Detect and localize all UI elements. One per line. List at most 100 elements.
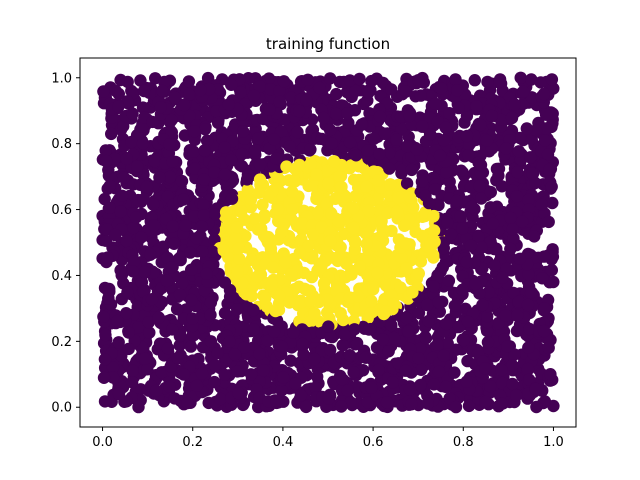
scatter-point-outside xyxy=(275,384,288,397)
scatter-point-outside xyxy=(135,120,149,133)
scatter-point-outside xyxy=(121,95,134,108)
scatter-point-outside xyxy=(546,250,560,263)
scatter-point-outside xyxy=(225,192,239,205)
scatter-point-outside xyxy=(506,359,519,372)
x-axis: 0.0 0.2 0.4 0.6 0.8 1.0 xyxy=(92,427,564,450)
scatter-point-inside xyxy=(275,226,288,239)
scatter-point-inside xyxy=(324,234,337,247)
scatter-point-outside xyxy=(136,137,150,150)
scatter-point-outside xyxy=(499,142,513,155)
scatter-point-outside xyxy=(481,75,494,89)
scatter-point-inside xyxy=(400,262,413,275)
scatter-point-outside xyxy=(413,342,427,355)
scatter-point-outside xyxy=(415,363,428,376)
scatter-point-outside xyxy=(129,211,143,224)
scatter-point-outside xyxy=(252,132,265,145)
scatter-point-inside xyxy=(266,261,280,274)
scatter-point-outside xyxy=(424,128,437,141)
scatter-point-outside xyxy=(132,400,145,414)
x-tick-label: 0.8 xyxy=(453,435,474,450)
scatter-point-outside xyxy=(188,162,202,175)
scatter-point-outside xyxy=(513,252,527,265)
scatter-point-outside xyxy=(283,140,296,153)
scatter-point-outside xyxy=(187,328,201,342)
scatter-point-outside xyxy=(135,276,149,289)
scatter-point-outside xyxy=(120,152,133,165)
scatter-point-outside xyxy=(125,376,139,389)
scatter-point-outside xyxy=(362,323,376,336)
scatter-point-outside xyxy=(147,266,160,279)
scatter-point-outside xyxy=(415,120,429,133)
scatter-point-outside xyxy=(464,239,478,252)
scatter-point-outside xyxy=(204,308,217,322)
scatter-point-inside xyxy=(296,217,309,230)
scatter-point-inside xyxy=(325,207,338,220)
scatter-point-outside xyxy=(470,100,483,113)
scatter-point-outside xyxy=(348,323,361,336)
scatter-point-outside xyxy=(538,134,552,147)
scatter-point-inside xyxy=(394,251,408,264)
scatter-point-outside xyxy=(132,321,145,334)
scatter-point-outside xyxy=(545,180,558,193)
scatter-point-outside xyxy=(211,116,225,130)
scatter-point-outside xyxy=(468,74,481,87)
scatter-point-inside xyxy=(335,180,348,194)
scatter-point-outside xyxy=(211,347,224,360)
scatter-point-outside xyxy=(472,230,485,244)
scatter-point-outside xyxy=(297,348,310,361)
scatter-point-outside xyxy=(225,78,238,92)
scatter-point-inside xyxy=(238,213,251,226)
scatter-point-outside xyxy=(134,74,147,87)
scatter-point-outside xyxy=(111,314,124,328)
scatter-point-outside xyxy=(541,148,555,161)
scatter-point-outside xyxy=(106,361,120,374)
scatter-point-outside xyxy=(165,261,178,274)
scatter-point-outside xyxy=(545,73,559,86)
scatter-point-outside xyxy=(197,209,210,222)
scatter-point-outside xyxy=(112,100,125,113)
scatter-point-outside xyxy=(444,228,458,241)
scatter-point-outside xyxy=(382,345,395,358)
scatter-point-outside xyxy=(508,348,521,361)
scatter-point-outside xyxy=(400,311,413,325)
scatter-point-outside xyxy=(136,101,150,114)
scatter-point-outside xyxy=(161,342,175,355)
scatter-point-outside xyxy=(403,383,417,396)
scatter-point-outside xyxy=(537,87,551,101)
scatter-point-outside xyxy=(149,384,163,397)
scatter-point-outside xyxy=(114,205,127,218)
scatter-point-outside xyxy=(143,326,156,339)
scatter-point-outside xyxy=(540,122,553,135)
scatter-point-inside xyxy=(329,192,342,205)
scatter-point-outside xyxy=(253,158,267,171)
scatter-point-inside xyxy=(251,270,264,283)
scatter-point-outside xyxy=(432,295,445,309)
scatter-point-outside xyxy=(125,135,138,149)
y-tick-label: 1.0 xyxy=(51,71,72,86)
scatter-point-outside xyxy=(436,261,449,274)
scatter-point-outside xyxy=(277,371,290,384)
y-tick-label: 0.4 xyxy=(51,269,72,284)
scatter-point-outside xyxy=(496,271,509,284)
scatter-point-outside xyxy=(235,147,249,161)
scatter-point-outside xyxy=(122,326,135,339)
scatter-point-outside xyxy=(106,371,120,384)
scatter-point-outside xyxy=(365,381,378,394)
scatter-point-outside xyxy=(267,133,281,146)
scatter-point-outside xyxy=(154,101,167,114)
scatter-point-outside xyxy=(474,118,487,132)
scatter-point-outside xyxy=(103,179,117,193)
scatter-point-outside xyxy=(373,110,387,123)
scatter-point-outside xyxy=(234,86,247,99)
scatter-point-inside xyxy=(317,277,331,290)
scatter-point-outside xyxy=(510,190,524,203)
scatter-point-inside xyxy=(424,237,437,250)
scatter-point-outside xyxy=(361,144,374,157)
scatter-point-outside xyxy=(437,241,450,255)
scatter-point-outside xyxy=(452,320,466,334)
scatter-point-outside xyxy=(247,323,260,336)
scatter-point-inside xyxy=(362,204,376,218)
scatter-point-inside xyxy=(414,255,428,268)
scatter-point-outside xyxy=(117,120,130,133)
scatter-point-outside xyxy=(440,166,453,179)
